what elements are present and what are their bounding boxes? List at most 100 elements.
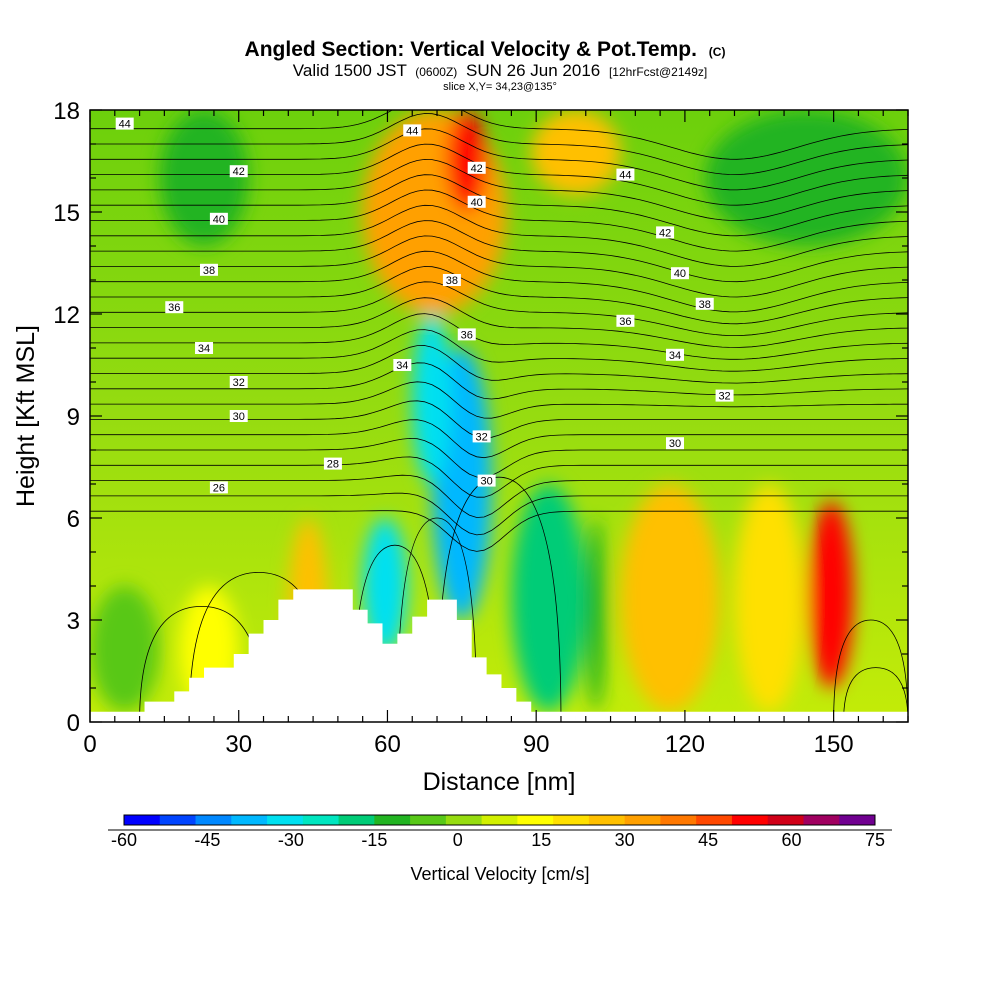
colorbar-tick-label: 30 — [615, 830, 635, 850]
colorbar-swatch — [588, 815, 626, 825]
colorbar-swatch — [159, 815, 197, 825]
isentrope-line — [90, 297, 908, 348]
colorbar-tick-label: -15 — [361, 830, 387, 850]
contour-label-box — [467, 161, 486, 174]
subtitle-zulu: (0600Z) — [415, 65, 457, 79]
contour-label: 38 — [446, 275, 458, 287]
contour-label: 28 — [327, 459, 339, 471]
velocity-cell-6 — [511, 484, 586, 712]
title-units: (C) — [709, 45, 726, 59]
y-tick-label: 9 — [67, 404, 80, 431]
contour-labels: 44 42 40 38 36 34 32 30 28 26 44 42 40 38 36 34 32 30 44 42… — [115, 117, 734, 494]
colorbar-swatch — [195, 815, 232, 825]
contour-label: 30 — [480, 476, 492, 488]
isentrope-line — [90, 329, 908, 372]
colorbar-swatch — [696, 815, 733, 825]
x-tick-label: 90 — [523, 731, 550, 758]
contour-label-box — [616, 314, 635, 327]
isentrope-line — [90, 113, 908, 176]
contour-label: 38 — [203, 265, 215, 277]
colorbar-tick-label: 0 — [453, 830, 463, 850]
subtitle-slice: slice X,Y= 34,23@135° — [443, 81, 557, 93]
contour-label: 30 — [669, 438, 681, 450]
contour-label: 30 — [233, 411, 245, 423]
plot-area: 4442403836343230282644424038363432304442… — [53, 98, 909, 758]
colorbar-ticks: -60 -45 -30 -15 0 15 30 45 60 75 — [108, 829, 892, 850]
contour-label-box — [665, 437, 684, 450]
contour-label-box — [323, 457, 342, 470]
contour-label-box — [442, 274, 461, 286]
contour-label: 42 — [233, 166, 245, 178]
y-tick-label: 12 — [53, 302, 80, 329]
velocity-cell-5 — [585, 518, 606, 712]
isentrope-line — [90, 437, 908, 478]
title-block: Angled Section: Vertical Velocity & Pot.… — [245, 38, 726, 93]
contour-label-box — [393, 359, 412, 371]
colorbar-swatch — [267, 815, 304, 825]
isentrope-line — [90, 250, 908, 313]
colorbar-tick-label: 15 — [531, 830, 551, 850]
contour-label-box — [616, 168, 635, 181]
contour-label-box — [670, 267, 689, 280]
contour-label-box — [457, 328, 476, 341]
isentrope-line — [90, 281, 908, 337]
colorbar-frame — [123, 814, 876, 826]
x-tick-label: 120 — [665, 731, 705, 758]
chart-subtitle: Valid 1500 JST (0600Z) SUN 26 Jun 2016 [… — [293, 61, 707, 80]
isentrope-line — [90, 345, 908, 384]
colorbar-tick-label: -30 — [278, 830, 304, 850]
isentrope-line — [436, 476, 562, 722]
contour-label: 26 — [213, 482, 225, 494]
x-axis-label: Distance [nm] — [423, 768, 576, 796]
isentrope-line — [90, 492, 908, 536]
isentrope-line — [90, 362, 908, 400]
contour-label: 44 — [406, 125, 418, 137]
colorbar-tick-label: -60 — [111, 830, 137, 850]
velocity-cell-9 — [808, 501, 854, 688]
isentrope-line — [90, 235, 908, 298]
colorbar-swatch — [731, 815, 769, 825]
velocity-cell-3 — [412, 314, 452, 484]
x-tick-label: 0 — [83, 731, 96, 758]
contour-label-box — [229, 376, 248, 388]
contour-label: 40 — [674, 268, 686, 280]
contour-label-box — [229, 410, 248, 422]
colorbar-swatch — [517, 815, 554, 825]
potential-temperature-contours — [90, 110, 908, 722]
colorbar-swatch — [481, 815, 518, 825]
contour-label-box — [403, 124, 422, 137]
contour-label-box — [477, 474, 496, 487]
contour-label: 32 — [233, 377, 245, 389]
contour-label-box — [195, 342, 214, 354]
contour-label-box — [665, 348, 684, 361]
y-axis-label: Height [Kft MSL] — [12, 325, 40, 507]
contour-label: 34 — [396, 360, 408, 372]
isentrope-line — [90, 158, 908, 221]
isentrope-line — [90, 456, 908, 498]
isentrope-line — [90, 143, 908, 206]
colorbar-swatch — [803, 815, 840, 825]
terrain — [90, 589, 908, 722]
isentrope-line — [90, 110, 908, 160]
isentrope-line — [90, 419, 908, 459]
subtitle-forecast: [12hrFcst@2149z] — [609, 65, 707, 79]
isentrope-line — [90, 204, 908, 267]
contour-label: 34 — [669, 350, 681, 362]
contour-label-box — [199, 263, 218, 276]
contour-label-box — [467, 195, 486, 208]
contour-label: 42 — [659, 227, 671, 239]
colorbar-swatch — [231, 815, 268, 825]
velocity-cell-12 — [531, 110, 621, 195]
colorbar-swatch — [410, 815, 447, 825]
x-tick-label: 60 — [374, 731, 401, 758]
contour-label-box — [715, 389, 734, 402]
x-axis-ticks: 0 30 60 90 120 150 — [83, 110, 909, 758]
isentrope-line — [90, 510, 908, 552]
colorbar-swatch — [124, 815, 161, 825]
velocity-cell-13 — [704, 110, 908, 246]
contour-label-box — [115, 117, 134, 130]
contour-label: 36 — [168, 302, 180, 314]
colorbar-label: Vertical Velocity [cm/s] — [410, 864, 589, 884]
subtitle-date: SUN 26 Jun 2016 — [466, 61, 600, 80]
